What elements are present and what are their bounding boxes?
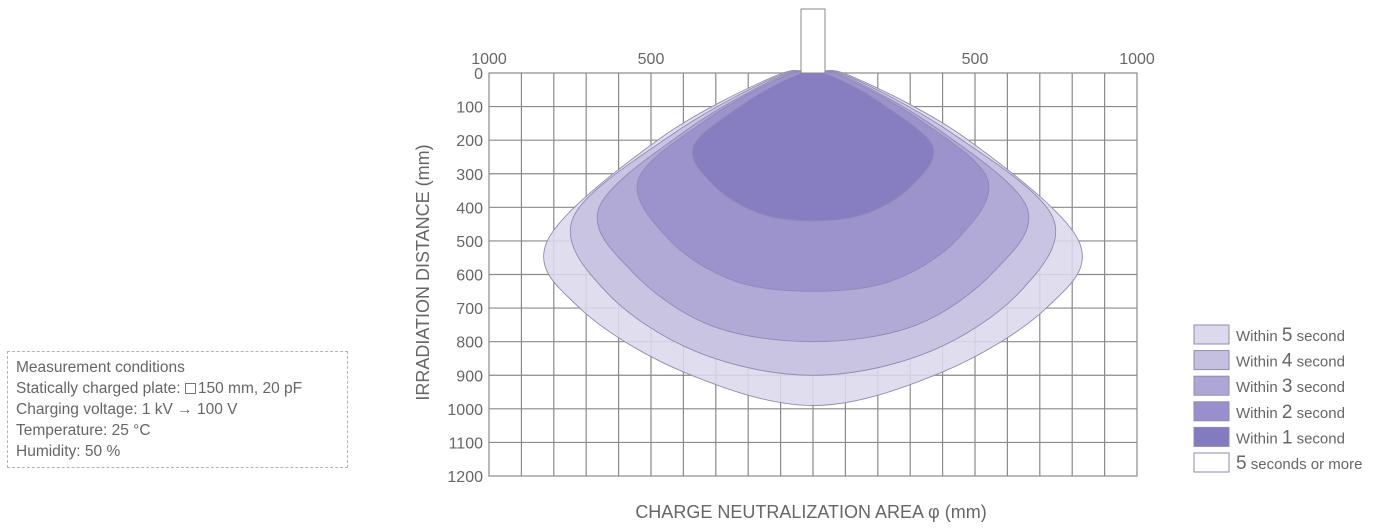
y-tick-label: 900	[456, 368, 483, 385]
neutralization-areas	[543, 69, 1083, 406]
x-tick-label: 1000	[1119, 51, 1155, 68]
x-tick-labels: 1000 500 500 1000	[471, 51, 1155, 68]
y-tick-label: 1000	[447, 402, 483, 419]
x-tick-label: 1000	[471, 51, 507, 68]
legend-label: Within 1 second	[1236, 427, 1345, 448]
square-icon	[184, 383, 196, 394]
x-axis-label: CHARGE NEUTRALIZATION AREA φ (mm)	[635, 502, 986, 522]
legend-item-1: Within 5 second	[1193, 324, 1345, 346]
y-tick-label: 700	[456, 301, 483, 318]
arrow-right-icon: →	[177, 401, 193, 418]
legend-label: Within 2 second	[1236, 402, 1345, 423]
legend-label: Within 4 second	[1236, 351, 1345, 372]
y-tick-label: 100	[456, 100, 483, 117]
legend-swatch	[1193, 452, 1230, 473]
legend-label: Within 3 second	[1236, 376, 1345, 397]
legend-item-6: 5 seconds or more	[1193, 452, 1362, 474]
y-tick-label: 1100	[449, 435, 484, 452]
plate-value: 150 mm, 20 pF	[197, 380, 303, 397]
y-tick-label: 800	[456, 335, 483, 352]
y-axis-label: IRRADIATION DISTANCE (mm)	[413, 144, 433, 400]
voltage-label: Charging voltage:	[16, 401, 138, 418]
voltage-condition: Charging voltage: 1 kV → 100 V	[16, 399, 347, 420]
y-tick-label: 200	[456, 133, 483, 150]
legend-label: Within 5 second	[1236, 325, 1345, 346]
y-tick-label: 0	[474, 66, 483, 83]
plate-condition: Statically charged plate: 150 mm, 20 pF	[16, 378, 347, 399]
x-tick-label: 500	[638, 51, 665, 68]
temperature-condition: Temperature: 25 °C	[16, 422, 151, 439]
area-series-5	[691, 72, 935, 222]
conditions-title: Measurement conditions	[16, 359, 185, 376]
y-tick-label: 600	[456, 268, 483, 285]
voltage-to: 100 V	[196, 401, 238, 418]
y-tick-label: 500	[456, 234, 483, 251]
legend-swatch	[1193, 401, 1230, 422]
y-tick-label: 300	[456, 167, 483, 184]
plate-label: Statically charged plate:	[16, 380, 181, 397]
y-tick-label: 400	[456, 200, 483, 217]
legend: Within 5 second Within 4 second Within 3 s…	[1193, 324, 1362, 474]
legend-item-5: Within 1 second	[1193, 426, 1345, 448]
legend-item-3: Within 3 second	[1193, 375, 1345, 397]
x-tick-label: 500	[962, 51, 989, 68]
y-tick-labels: 0 100 200 300 400 500 600 700 800 900 1000 1100 1200	[447, 66, 483, 486]
voltage-from: 1 kV	[141, 401, 173, 418]
legend-swatch	[1193, 426, 1230, 447]
legend-swatch	[1193, 375, 1230, 396]
legend-swatch	[1193, 324, 1230, 345]
humidity-condition: Humidity: 50 %	[16, 443, 121, 460]
ionizer-nozzle-icon	[800, 8, 826, 74]
legend-label: 5 seconds or more	[1236, 453, 1362, 474]
measurement-conditions-box: Measurement conditions Statically charge…	[7, 351, 348, 468]
legend-swatch	[1193, 350, 1230, 371]
y-tick-label: 1200	[447, 469, 483, 486]
legend-item-4: Within 2 second	[1193, 401, 1345, 423]
legend-item-2: Within 4 second	[1193, 350, 1345, 372]
